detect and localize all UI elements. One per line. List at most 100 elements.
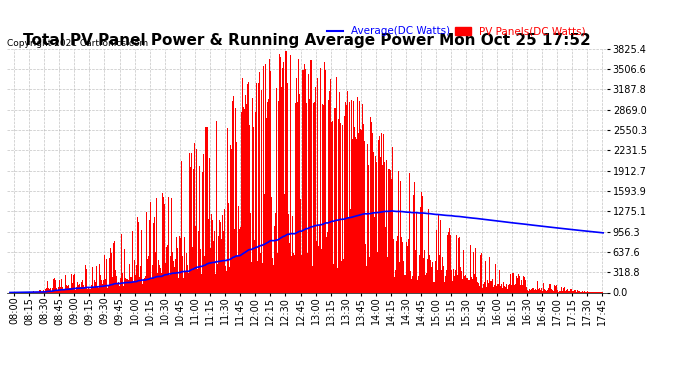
Bar (483, 284, 484, 292)
Bar (380, 157, 382, 292)
Bar (177, 248, 178, 292)
Bar (179, 236, 180, 292)
Bar (504, 286, 505, 292)
Bar (538, 289, 540, 292)
Bar (301, 255, 302, 292)
Bar (419, 255, 420, 292)
Bar (443, 266, 444, 292)
Bar (431, 267, 432, 292)
Bar (93, 287, 94, 292)
Bar (455, 270, 456, 292)
Bar (102, 284, 103, 292)
Bar (364, 141, 366, 292)
Bar (170, 256, 171, 292)
Bar (476, 277, 477, 292)
Bar (74, 274, 75, 292)
Bar (261, 90, 262, 292)
Bar (245, 95, 246, 292)
Bar (201, 274, 202, 292)
Bar (266, 118, 267, 292)
Bar (571, 291, 573, 292)
Bar (451, 270, 452, 292)
Bar (57, 290, 58, 292)
Bar (111, 253, 112, 292)
Bar (110, 248, 111, 292)
Bar (512, 273, 513, 292)
Bar (286, 51, 287, 292)
Bar (262, 263, 263, 292)
Bar (130, 277, 131, 292)
Bar (531, 290, 532, 292)
Bar (547, 290, 549, 292)
Bar (520, 285, 521, 292)
Bar (377, 252, 378, 292)
Bar (68, 285, 69, 292)
Bar (140, 266, 141, 292)
Bar (54, 278, 55, 292)
Bar (450, 235, 451, 292)
Bar (307, 254, 308, 292)
Bar (106, 259, 107, 292)
Bar (306, 103, 307, 292)
Bar (89, 289, 90, 292)
Bar (310, 60, 311, 292)
Bar (324, 62, 325, 292)
Bar (371, 122, 373, 292)
Bar (189, 153, 190, 292)
Bar (562, 291, 564, 292)
Bar (135, 275, 136, 292)
Bar (417, 276, 419, 292)
Bar (412, 276, 413, 292)
Bar (199, 166, 201, 292)
Bar (448, 228, 450, 292)
Bar (353, 100, 354, 292)
Bar (526, 287, 527, 292)
Bar (314, 102, 315, 292)
Bar (215, 121, 217, 292)
Bar (155, 252, 156, 292)
Bar (173, 261, 175, 292)
Bar (540, 290, 542, 292)
Bar (348, 217, 349, 292)
Bar (516, 276, 518, 292)
Bar (293, 253, 294, 292)
Bar (281, 87, 282, 292)
Bar (291, 256, 292, 292)
Bar (315, 87, 316, 292)
Bar (299, 94, 300, 292)
Bar (72, 275, 74, 292)
Bar (87, 289, 88, 292)
Bar (263, 66, 264, 292)
Bar (88, 288, 89, 292)
Bar (90, 289, 91, 292)
Bar (79, 284, 80, 292)
Bar (336, 77, 337, 292)
Bar (325, 70, 326, 292)
Bar (329, 91, 331, 292)
Bar (48, 290, 50, 292)
Bar (221, 215, 223, 292)
Bar (225, 266, 226, 292)
Bar (254, 240, 255, 292)
Bar (342, 124, 343, 292)
Bar (367, 144, 368, 292)
Bar (316, 242, 317, 292)
Bar (278, 101, 279, 292)
Bar (453, 269, 454, 292)
Bar (430, 260, 431, 292)
Bar (169, 275, 170, 292)
Bar (421, 192, 422, 292)
Bar (317, 78, 318, 292)
Bar (358, 134, 359, 292)
Bar (146, 212, 147, 292)
Bar (246, 104, 247, 292)
Bar (257, 261, 258, 292)
Bar (122, 273, 123, 292)
Bar (289, 243, 290, 292)
Bar (233, 96, 234, 292)
Bar (121, 234, 122, 292)
Bar (411, 279, 412, 292)
Bar (474, 274, 475, 292)
Bar (274, 226, 275, 292)
Bar (521, 280, 522, 292)
